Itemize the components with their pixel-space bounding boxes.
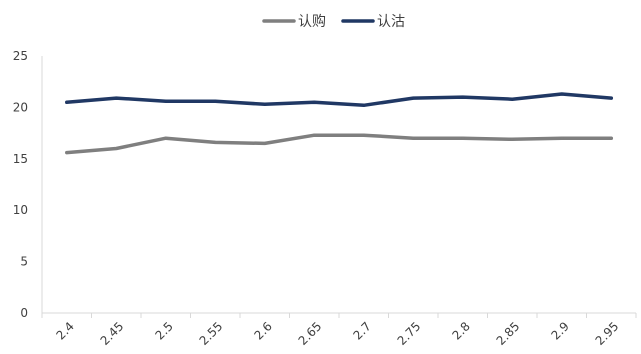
data-point: [65, 100, 69, 104]
data-point: [461, 136, 465, 140]
data-point: [312, 133, 316, 137]
data-point: [312, 100, 316, 104]
legend-label: 认沽: [377, 14, 405, 30]
x-tick-label: 2.7: [350, 319, 373, 342]
y-tick-label: 0: [20, 306, 28, 320]
x-tick-label: 2.8: [449, 319, 472, 342]
data-point: [510, 97, 514, 101]
series-line-1: [65, 133, 614, 155]
x-axis: 2.4 2.45 2.5 2.55 2.6 2.65 2.7 2.75 2.8 2.85 2.9 2.…: [41, 312, 637, 348]
data-point: [411, 96, 415, 100]
data-point: [510, 137, 514, 141]
data-point: [609, 96, 613, 100]
data-point: [164, 136, 168, 140]
data-point: [609, 136, 613, 140]
x-tick-label: 2.4: [53, 319, 76, 342]
x-tick-label: 2.45: [98, 319, 127, 348]
data-point: [461, 95, 465, 99]
x-tick-label: 2.75: [395, 319, 424, 348]
x-tick-label: 2.9: [548, 319, 571, 342]
data-point: [411, 136, 415, 140]
data-point: [560, 136, 564, 140]
data-point: [164, 99, 168, 103]
data-point: [362, 133, 366, 137]
data-point: [213, 140, 217, 144]
chart-legend: 认购 认沽: [262, 14, 405, 30]
x-tick-label: 2.5: [152, 319, 175, 342]
x-tick-label: 2.6: [251, 319, 274, 342]
x-tick-label: 2.95: [593, 319, 622, 348]
data-point: [263, 102, 267, 106]
y-tick-label: 25: [13, 49, 28, 63]
series-layer: [65, 92, 614, 155]
y-tick-label: 15: [13, 152, 28, 166]
legend-label: 认购: [298, 14, 326, 30]
data-point: [263, 141, 267, 145]
y-tick-label: 10: [13, 203, 28, 217]
data-point: [213, 99, 217, 103]
x-tick-label: 2.65: [296, 319, 325, 348]
data-point: [560, 92, 564, 96]
y-tick-label: 20: [13, 100, 28, 114]
data-point: [65, 151, 69, 155]
data-point: [114, 96, 118, 100]
data-point: [362, 103, 366, 107]
y-axis: 0 5 10 15 20 25: [13, 49, 43, 320]
data-point: [114, 147, 118, 151]
x-tick-label: 2.85: [494, 319, 523, 348]
y-tick-label: 5: [20, 255, 28, 269]
series-line-2: [65, 92, 614, 108]
x-tick-label: 2.55: [197, 319, 226, 348]
